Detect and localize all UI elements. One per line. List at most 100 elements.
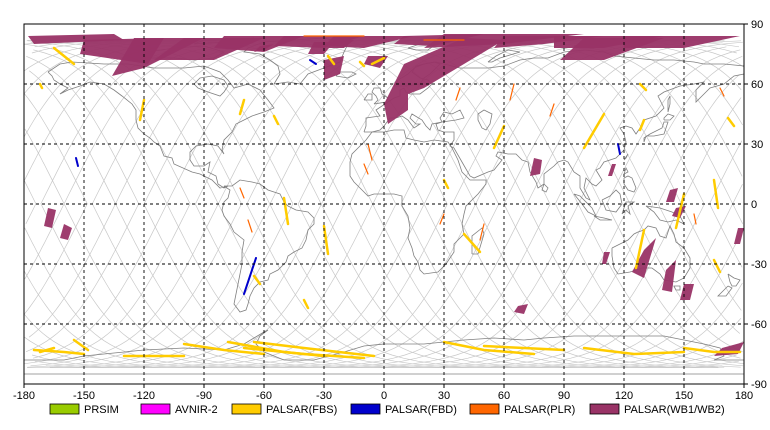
plr-swath xyxy=(509,83,515,101)
wb-swath xyxy=(602,252,610,264)
longitude-axis: -180 -150 -120 -90 -60 -30 0 30 60 90 120 150 180 xyxy=(13,384,753,402)
plr-swath xyxy=(719,87,725,97)
wb-swath xyxy=(44,208,56,228)
fbd-swath xyxy=(617,143,621,155)
fbs-swath xyxy=(682,346,742,354)
wb-swath xyxy=(662,260,676,292)
y-tick-label: -30 xyxy=(751,259,767,271)
fbs-swath xyxy=(638,82,648,92)
fbs-swath xyxy=(634,228,646,270)
fbs-swath xyxy=(226,340,326,358)
plr-swath xyxy=(549,103,555,117)
wb-swath xyxy=(308,42,334,54)
fbs-swath xyxy=(492,124,506,150)
plr-swath xyxy=(455,87,461,101)
legend-item-plr: PALSAR(PLR) xyxy=(469,403,575,416)
fbs-swath xyxy=(72,338,90,352)
x-tick-label: 90 xyxy=(558,390,570,402)
fbs-swath xyxy=(238,98,246,116)
plr-swath xyxy=(693,213,697,225)
fbs-swath xyxy=(272,114,280,126)
orbit-track xyxy=(24,39,740,369)
coastline xyxy=(487,49,521,63)
coastline xyxy=(727,273,741,287)
y-tick-label: 60 xyxy=(751,79,763,91)
plr-swath xyxy=(367,143,373,161)
fbs-swath xyxy=(52,46,76,66)
fbs-swath xyxy=(252,274,262,286)
x-tick-label: 0 xyxy=(381,390,387,402)
wb-swath xyxy=(60,224,72,240)
x-tick-label: -60 xyxy=(256,390,272,402)
fbs-swath xyxy=(282,196,290,226)
coastline xyxy=(541,183,549,193)
fbs-swath xyxy=(582,112,606,150)
fbs-swath xyxy=(726,116,736,128)
inland-sea xyxy=(477,109,493,131)
legend-label: PALSAR(WB1/WB2) xyxy=(624,404,725,416)
plr-swath xyxy=(439,213,445,225)
orbit-track xyxy=(25,39,745,369)
coastline xyxy=(349,129,487,275)
wb-swath xyxy=(514,304,528,314)
latitude-axis: 90 60 30 0 -30 -60 -90 xyxy=(744,19,767,391)
legend-label: PALSAR(PLR) xyxy=(504,404,575,416)
x-tick-label: 120 xyxy=(615,390,633,402)
orbit-track xyxy=(26,39,741,369)
orbit-track xyxy=(24,39,743,369)
wb-swath xyxy=(734,228,744,244)
legend-swatch xyxy=(350,403,381,415)
fbs-swath xyxy=(326,54,336,66)
orbit-track xyxy=(33,39,739,369)
x-tick-label: -150 xyxy=(73,390,95,402)
legend-swatch xyxy=(49,403,80,415)
wb-swath xyxy=(328,40,354,48)
orbit-track xyxy=(23,39,743,369)
wb-swath xyxy=(608,164,616,176)
orbit-track xyxy=(23,39,742,369)
coastline xyxy=(193,75,229,97)
y-tick-label: 0 xyxy=(751,199,757,211)
wb-swath xyxy=(560,38,664,60)
x-tick-label: -120 xyxy=(133,390,155,402)
coastline xyxy=(47,61,275,189)
y-tick-label: -90 xyxy=(751,379,767,391)
coastline xyxy=(663,113,675,121)
plr-swath xyxy=(239,187,245,199)
y-tick-label: 30 xyxy=(751,139,763,151)
legend-swatch xyxy=(231,403,262,415)
legend: PRSIM AVNIR-2 PALSAR(FBS) PALSAR(FBD) PALSAR… xyxy=(49,403,725,416)
fbs-swath xyxy=(302,298,310,310)
y-tick-label: 90 xyxy=(751,19,763,31)
orbit-track xyxy=(45,39,745,369)
x-tick-label: 30 xyxy=(438,390,450,402)
legend-swatch xyxy=(140,403,171,415)
coastline xyxy=(717,285,733,297)
fbs-swath xyxy=(322,224,330,256)
orbit-track xyxy=(23,39,743,369)
x-tick-label: -90 xyxy=(196,390,212,402)
plr-swath xyxy=(479,223,485,241)
coastline xyxy=(623,175,637,193)
wb-swath xyxy=(632,238,656,278)
legend-item-prism: PRSIM xyxy=(49,403,119,416)
fbs-swath xyxy=(252,340,376,358)
wb-swath xyxy=(28,34,124,44)
coastline xyxy=(471,227,485,255)
fbs-swath xyxy=(358,60,366,68)
legend-label: PRSIM xyxy=(84,404,119,416)
x-tick-label: -30 xyxy=(316,390,332,402)
orbit-track xyxy=(30,39,725,369)
x-tick-label: 180 xyxy=(735,390,753,402)
plr-swath xyxy=(247,219,253,233)
legend-item-wb: PALSAR(WB1/WB2) xyxy=(589,403,725,416)
coastline xyxy=(623,153,629,161)
orbit-tracks xyxy=(23,39,745,369)
fbs-swath xyxy=(138,98,146,122)
fbs-swath xyxy=(462,232,482,254)
fbs-swath xyxy=(38,82,44,90)
fbs-swath xyxy=(442,178,450,190)
coastline xyxy=(601,189,623,213)
legend-swatch xyxy=(469,403,500,415)
